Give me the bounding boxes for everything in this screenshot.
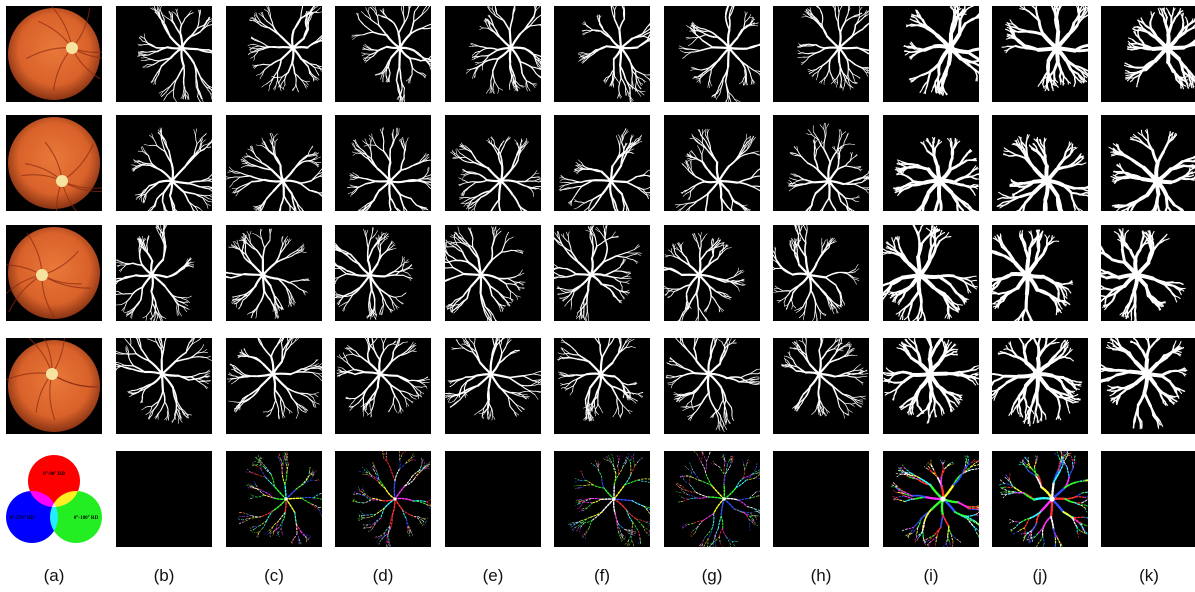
vessel-segmentation	[554, 6, 650, 102]
legend-label: 0°-270° RD	[10, 516, 35, 521]
error-map	[445, 451, 541, 547]
vessel-segmentation	[664, 225, 760, 321]
vessel-segmentation	[116, 225, 212, 321]
vessel-segmentation	[1101, 338, 1195, 434]
vessel-segmentation	[226, 6, 322, 102]
column-label: (c)	[264, 566, 284, 585]
fundus-image	[6, 6, 102, 102]
error-map	[554, 451, 650, 547]
vessel-segmentation	[992, 225, 1088, 321]
vessel-segmentation	[992, 115, 1088, 211]
vessel-segmentation	[883, 225, 979, 321]
vessel-segmentation	[992, 6, 1088, 102]
vessel-segmentation	[992, 338, 1088, 434]
error-map	[226, 451, 322, 547]
vessel-segmentation	[116, 338, 212, 434]
column-label: (g)	[701, 566, 723, 585]
vessel-segmentation	[226, 225, 322, 321]
column-label: (a)	[43, 566, 65, 585]
vessel-segmentation	[773, 115, 869, 211]
vessel-segmentation	[554, 338, 650, 434]
vessel-segmentation	[883, 6, 979, 102]
vessel-segmentation	[116, 115, 212, 211]
error-map	[116, 451, 212, 547]
column-label: (f)	[593, 566, 611, 585]
fundus-image	[6, 225, 102, 321]
vessel-segmentation	[883, 338, 979, 434]
error-map	[773, 451, 869, 547]
fundus-image	[6, 115, 102, 211]
column-label: (i)	[923, 566, 939, 585]
error-map	[664, 451, 760, 547]
vessel-segmentation	[664, 338, 760, 434]
vessel-segmentation	[1101, 115, 1195, 211]
legend-label: 0°-180° RD	[74, 516, 99, 521]
vessel-segmentation	[226, 115, 322, 211]
vessel-segmentation	[335, 6, 431, 102]
vessel-segmentation	[773, 6, 869, 102]
legend-label: 0°-90° RD	[43, 472, 65, 477]
vessel-segmentation	[335, 338, 431, 434]
vessel-segmentation	[335, 225, 431, 321]
vessel-segmentation	[116, 6, 212, 102]
vessel-segmentation	[554, 225, 650, 321]
vessel-segmentation	[664, 6, 760, 102]
column-label: (d)	[372, 566, 394, 585]
error-map	[992, 451, 1088, 547]
vessel-segmentation	[445, 115, 541, 211]
vessel-segmentation	[773, 225, 869, 321]
vessel-segmentation	[226, 338, 322, 434]
vessel-segmentation	[664, 115, 760, 211]
error-map	[883, 451, 979, 547]
error-map	[335, 451, 431, 547]
vessel-segmentation	[773, 338, 869, 434]
error-map	[1101, 451, 1195, 547]
vessel-segmentation	[1101, 225, 1195, 321]
vessel-segmentation	[883, 115, 979, 211]
column-label: (k)	[1139, 566, 1159, 585]
vessel-segmentation	[445, 338, 541, 434]
vessel-segmentation	[445, 225, 541, 321]
vessel-segmentation	[554, 115, 650, 211]
color-legend: 0°-90° RD 0°-270° RD 0°-180° RD	[6, 451, 102, 547]
vessel-segmentation	[445, 6, 541, 102]
column-label: (j)	[1032, 566, 1048, 585]
vessel-segmentation	[1101, 6, 1195, 102]
column-label: (h)	[810, 566, 832, 585]
fundus-image	[6, 338, 102, 434]
vessel-segmentation	[335, 115, 431, 211]
column-label: (e)	[482, 566, 504, 585]
column-label: (b)	[153, 566, 175, 585]
